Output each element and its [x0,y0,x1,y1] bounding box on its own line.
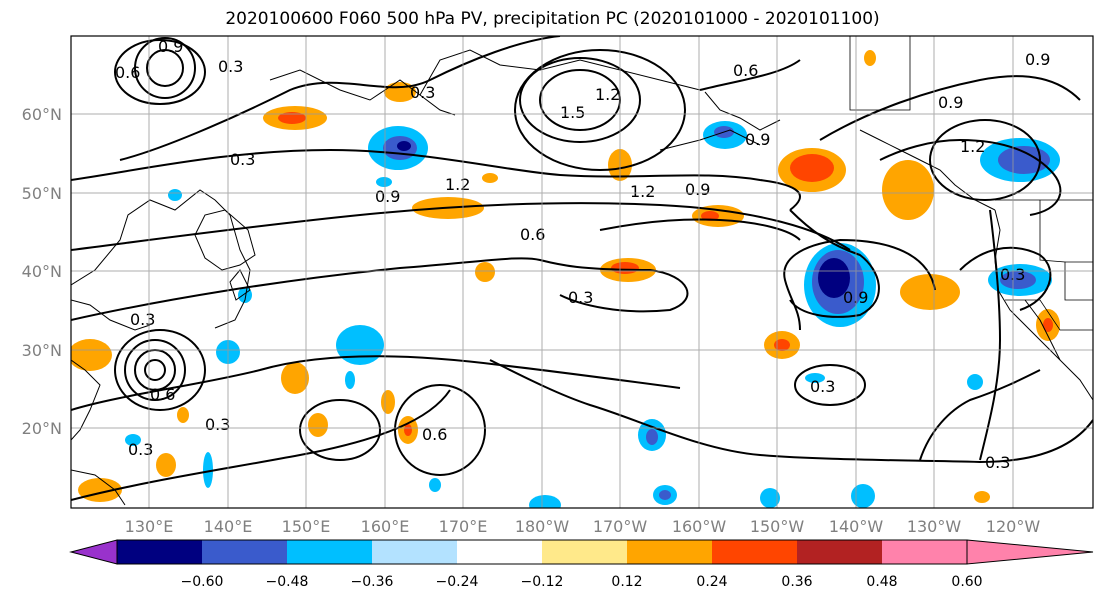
contour-label: 0.3 [985,453,1010,472]
contour-label: 0.6 [115,63,140,82]
lon-label: 150°W [750,517,805,536]
lat-label: 30°N [22,341,62,360]
contour-label: 0.3 [130,310,155,329]
lon-label: 140°E [204,517,253,536]
contour-label: 0.9 [158,37,183,56]
colorbar-tick-label: −0.60 [181,574,224,590]
colorbar-segment [797,540,882,564]
map-title: 2020100600 F060 500 hPa PV, precipitatio… [225,9,880,29]
colorbar-tick-label: −0.36 [351,574,394,590]
colorbar-tick-label: −0.12 [521,574,564,590]
lon-label: 160°E [361,517,410,536]
lon-label: 180°W [515,517,570,536]
contour-label: 0.9 [938,93,963,112]
contour-label: 0.3 [568,288,593,307]
colorbar-segment [542,540,627,564]
lon-label: 160°W [672,517,727,536]
gridlines [71,36,1093,508]
colorbar-tick-label: −0.24 [436,574,479,590]
contour-labels: 0.9 0.6 1.2 0.3 1.5 1.2 0.6 0.9 1.2 0.3 … [115,37,1050,472]
contour-label: 0.3 [410,83,435,102]
colorbar-segment [372,540,457,564]
longitude-labels: 130°E 140°E 150°E 160°E 170°E 180°W 170°… [125,517,1041,536]
contour-label: 1.2 [595,85,620,104]
colorbar-tick-label: 0.48 [866,574,897,590]
lon-label: 120°W [986,517,1041,536]
contour-label: 0.3 [810,377,835,396]
colorbar-extend-left [69,539,118,565]
contour-label: 0.9 [375,187,400,206]
lon-label: 130°E [125,517,174,536]
contour-label: 1.5 [560,103,585,122]
contour-label: 0.9 [685,180,710,199]
colorbar-segment [287,540,372,564]
lat-label: 20°N [22,419,62,438]
colorbar: −0.60 −0.48 −0.36 −0.24 −0.12 0.12 0.24 … [69,539,1094,590]
lon-label: 130°W [907,517,962,536]
colorbar-tick-label: 0.60 [951,574,982,590]
colorbar-segment [882,540,967,564]
colorbar-tick-label: 0.36 [781,574,812,590]
contour-label: 0.3 [205,415,230,434]
contour-label: 0.9 [1025,50,1050,69]
lat-label: 60°N [22,105,62,124]
contour-label: 0.6 [422,425,447,444]
colorbar-tick-labels: −0.60 −0.48 −0.36 −0.24 −0.12 0.12 0.24 … [181,574,983,590]
lat-label: 40°N [22,262,62,281]
colorbar-tick-label: 0.12 [611,574,642,590]
lon-label: 170°E [439,517,488,536]
contour-label: 0.3 [218,57,243,76]
colorbar-segment [117,540,202,564]
contour-label: 1.2 [960,137,985,156]
colorbar-tick-label: 0.24 [696,574,727,590]
lon-label: 170°W [593,517,648,536]
latitude-labels: 60°N 50°N 40°N 30°N 20°N [22,105,62,438]
contour-label: 0.6 [520,225,545,244]
colorbar-segment [457,540,542,564]
lat-label: 50°N [22,184,62,203]
contour-label: 0.6 [733,61,758,80]
colorbar-segment [202,540,287,564]
colorbar-segment [627,540,712,564]
contour-label: 0.3 [230,150,255,169]
contour-label: 0.9 [745,130,770,149]
lon-label: 150°E [282,517,331,536]
colorbar-segment [712,540,797,564]
contour-label: 1.2 [445,175,470,194]
colorbar-extend-right [966,539,1094,565]
colorbar-tick-label: −0.48 [266,574,309,590]
contour-label: 1.2 [630,182,655,201]
lon-label: 140°W [829,517,884,536]
map-frame: 0.9 0.6 1.2 0.3 1.5 1.2 0.6 0.9 1.2 0.3 … [70,35,1094,509]
contour-label: 0.6 [150,385,175,404]
contour-label: 0.3 [128,440,153,459]
